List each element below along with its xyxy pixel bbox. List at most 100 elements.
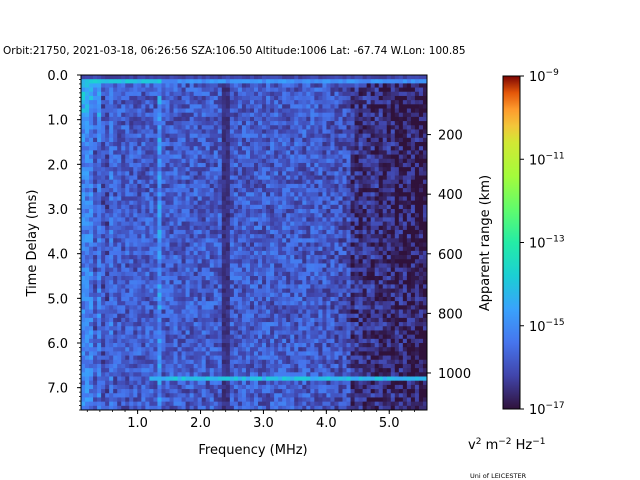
- heatmap-cell: [314, 359, 319, 365]
- heatmap-cell: [169, 330, 174, 336]
- heatmap-cell: [169, 142, 174, 147]
- heatmap-cell: [298, 150, 303, 155]
- heatmap-cell: [185, 179, 191, 185]
- heatmap-cell: [105, 401, 110, 407]
- heatmap-cell: [229, 116, 235, 122]
- heatmap-cell: [217, 359, 223, 365]
- heatmap-cell: [181, 104, 186, 109]
- heatmap-cell: [193, 209, 199, 214]
- heatmap-cell: [93, 238, 98, 243]
- heatmap-cell: [274, 209, 279, 214]
- heatmap-cell: [318, 142, 323, 147]
- heatmap-cell: [326, 363, 331, 369]
- heatmap-cell: [322, 175, 327, 181]
- heatmap-cell: [254, 167, 259, 172]
- heatmap-cell: [141, 234, 146, 239]
- heatmap-cell: [322, 121, 327, 126]
- heatmap-cell: [121, 250, 126, 256]
- heatmap-cell: [153, 246, 158, 252]
- heatmap-cell: [185, 288, 191, 294]
- heatmap-cell: [181, 225, 186, 231]
- heatmap-cell: [217, 405, 223, 410]
- heatmap-cell: [157, 129, 162, 135]
- heatmap-cell: [145, 192, 150, 197]
- heatmap-cell: [282, 175, 287, 181]
- heatmap-cell: [189, 83, 195, 88]
- heatmap-cell: [105, 204, 110, 210]
- heatmap-cell: [133, 209, 138, 214]
- heatmap-cell: [97, 209, 102, 214]
- heatmap-cell: [93, 204, 98, 210]
- heatmap-cell: [330, 213, 335, 218]
- heatmap-cell: [229, 146, 235, 151]
- heatmap-cell: [221, 376, 227, 382]
- heatmap-cell: [161, 384, 166, 390]
- heatmap-cell: [225, 343, 231, 348]
- heatmap-cell: [117, 380, 122, 386]
- heatmap-cell: [322, 108, 327, 114]
- heatmap-cell: [157, 288, 162, 294]
- heatmap-cell: [209, 317, 215, 323]
- heatmap-cell: [117, 234, 122, 239]
- heatmap-cell: [314, 79, 319, 84]
- heatmap-cell: [221, 79, 227, 84]
- heatmap-cell: [266, 384, 271, 390]
- heatmap-cell: [286, 363, 291, 369]
- heatmap-cell: [306, 95, 311, 101]
- heatmap-cell: [141, 75, 146, 80]
- heatmap-cell: [318, 305, 323, 310]
- heatmap-cell: [209, 179, 215, 185]
- heatmap-cell: [318, 209, 323, 214]
- heatmap-cell: [258, 225, 263, 231]
- heatmap-cell: [326, 246, 331, 252]
- heatmap-cell: [81, 343, 86, 348]
- heatmap-cell: [294, 213, 299, 218]
- heatmap-cell: [298, 313, 303, 319]
- heatmap-cell: [121, 125, 126, 130]
- heatmap-cell: [105, 284, 110, 289]
- heatmap-cell: [282, 200, 287, 206]
- heatmap-cell: [109, 405, 114, 410]
- heatmap-cell: [185, 154, 191, 160]
- heatmap-cell: [233, 389, 239, 394]
- heatmap-cell: [221, 104, 227, 109]
- heatmap-cell: [157, 192, 162, 197]
- heatmap-cell: [181, 162, 186, 168]
- heatmap-cell: [141, 95, 146, 101]
- heatmap-cell: [185, 79, 191, 84]
- heatmap-cell: [177, 250, 182, 256]
- heatmap-cell: [322, 376, 327, 382]
- heatmap-cell: [249, 175, 255, 181]
- heatmap-cell: [274, 167, 279, 172]
- heatmap-cell: [129, 389, 134, 394]
- heatmap-cell: [290, 87, 295, 93]
- heatmap-cell: [121, 305, 126, 310]
- heatmap-cell: [193, 204, 199, 210]
- heatmap-cell: [245, 359, 251, 365]
- heatmap-cell: [205, 242, 211, 248]
- heatmap-cell: [201, 133, 207, 139]
- heatmap-cell: [97, 393, 102, 398]
- heatmap-cell: [117, 397, 122, 403]
- heatmap-cell: [177, 296, 182, 302]
- heatmap-cell: [85, 217, 90, 222]
- heatmap-cell: [121, 288, 126, 294]
- heatmap-cell: [286, 79, 291, 84]
- heatmap-cell: [97, 121, 102, 126]
- heatmap-cell: [241, 217, 247, 222]
- heatmap-cell: [229, 234, 235, 239]
- heatmap-cell: [145, 188, 150, 193]
- heatmap-cell: [278, 401, 283, 407]
- heatmap-cell: [149, 204, 154, 210]
- heatmap-cell: [89, 129, 94, 135]
- heatmap-cell: [213, 188, 219, 193]
- heatmap-cell: [254, 200, 259, 206]
- heatmap-cell: [189, 338, 195, 344]
- heatmap-cell: [310, 372, 315, 377]
- heatmap-cell: [274, 368, 279, 373]
- heatmap-cell: [105, 83, 110, 88]
- heatmap-cell: [101, 313, 106, 319]
- heatmap-cell: [105, 343, 110, 348]
- heatmap-cell: [149, 221, 154, 227]
- heatmap-cell: [153, 380, 158, 386]
